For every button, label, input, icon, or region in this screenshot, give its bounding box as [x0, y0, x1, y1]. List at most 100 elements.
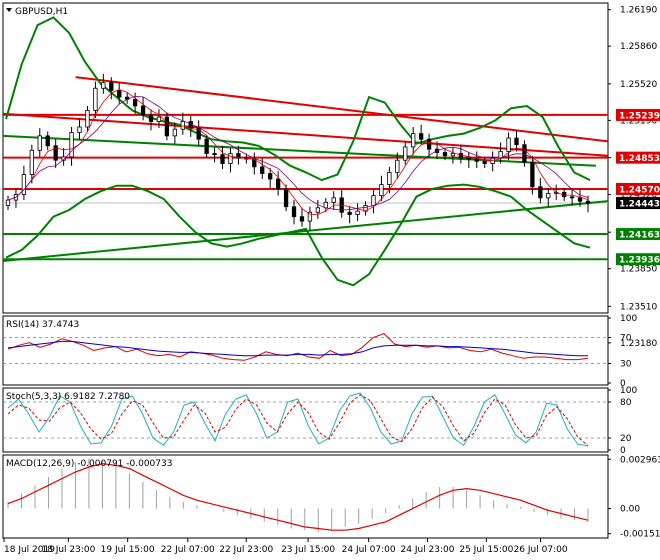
macd-ytick-label-2: -0.00151	[620, 530, 660, 540]
price-ytick-label-8: 1.23510	[620, 302, 657, 312]
x-tick-label-1: 18 Jul 23:00	[41, 545, 95, 555]
candle-body-33	[268, 173, 273, 180]
candle-body-67	[538, 186, 543, 199]
x-tick-label-8: 25 Jul 15:00	[459, 545, 513, 555]
rsi-ytick-label-1: 70	[620, 334, 632, 344]
panel-frame-1	[2, 315, 609, 386]
price-ytick-label-7: 1.23850	[620, 265, 657, 275]
candle-body-19	[156, 116, 162, 122]
price-ytick-label-9: 1.23180	[620, 339, 657, 349]
price-ytick-label-2: 1.25520	[620, 80, 657, 90]
level-tag-bg-0	[616, 108, 660, 121]
price-ytick-label-3: 1.25190	[620, 116, 657, 126]
candle-body-40	[323, 201, 328, 209]
stoch-ytick-label-3: 0	[620, 446, 626, 456]
candle-body-35	[283, 188, 289, 208]
candle-body-57	[458, 153, 464, 159]
macd-ytick-label-0: 0.002963	[620, 455, 660, 465]
x-tick-label-9: 26 Jul 07:00	[514, 545, 568, 555]
level-tag-3: 1.24163	[616, 228, 660, 241]
stoch-ytick-label-1: 80	[620, 398, 632, 408]
level-tag-2: 1.24570	[616, 183, 660, 196]
candle-body-3	[29, 149, 34, 176]
trendline-3	[2, 134, 596, 167]
trendline-0	[75, 76, 609, 143]
candle-body-29	[236, 153, 241, 159]
candle-body-24	[196, 127, 201, 140]
candle-body-58	[466, 157, 471, 160]
current-price-tag-bg	[616, 197, 660, 210]
candle-body-28	[228, 153, 233, 164]
candle-body-41	[331, 197, 336, 203]
candle-body-12	[101, 82, 106, 89]
rsi-ytick-label-2: 30	[620, 360, 632, 370]
candle-body-46	[371, 195, 376, 207]
panel-frame-3	[2, 454, 609, 539]
candle-body-20	[164, 116, 170, 137]
trendline-2	[2, 200, 609, 262]
x-tick-label-2: 19 Jul 15:00	[101, 545, 155, 555]
candle-body-39	[315, 207, 321, 213]
level-tag-bg-1	[616, 151, 660, 164]
candle-body-56	[450, 153, 456, 157]
stoch-ytick-label-2: 20	[620, 434, 632, 444]
candle-body-0	[5, 199, 11, 207]
candle-body-59	[474, 158, 479, 162]
candle-body-71	[569, 196, 575, 199]
candle-body-36	[291, 206, 297, 218]
stoch-series-1	[7, 394, 589, 446]
candle-body-18	[148, 114, 154, 122]
candle-body-11	[93, 87, 98, 111]
level-tag-bg-3	[616, 228, 660, 241]
level-tag-label-1: 1.24853	[619, 154, 660, 164]
candle-body-62	[498, 150, 503, 159]
trendline-1	[2, 112, 609, 157]
candle-body-16	[132, 98, 138, 107]
candle-body-10	[85, 109, 90, 128]
candle-body-22	[180, 121, 185, 130]
candle-body-25	[204, 138, 209, 154]
candle-body-38	[307, 211, 313, 222]
macd-ytick-label-1: 0.00	[620, 505, 640, 515]
level-tag-bg-2	[616, 183, 660, 195]
candle-body-63	[506, 137, 511, 152]
candle-body-43	[347, 211, 352, 215]
rsi-series-0	[7, 333, 589, 361]
candle-body-8	[69, 132, 74, 158]
rsi-series-1	[7, 340, 588, 357]
macd-panel-label: MACD(12,26,9) -0.000791 -0.000733	[6, 459, 172, 469]
moving-average-fast	[7, 89, 589, 215]
candle-body-52	[419, 133, 424, 140]
candle-body-51	[411, 133, 416, 148]
stoch-ytick-label-0: 100	[620, 386, 637, 396]
candle-body-37	[299, 216, 305, 222]
candle-body-55	[442, 152, 448, 157]
panel-frame-2	[2, 387, 609, 453]
rsi-ytick-label-3: 0	[620, 379, 626, 389]
level-tag-1: 1.24853	[616, 151, 660, 164]
candle-body-49	[395, 159, 400, 173]
stoch-panel-label: Stoch(5,3,3) 6.9182 7.2780	[6, 392, 130, 402]
candle-body-27	[220, 154, 225, 164]
candle-body-66	[530, 162, 535, 188]
candle-body-2	[21, 174, 27, 195]
candle-body-44	[355, 210, 360, 215]
candle-body-21	[172, 128, 177, 137]
candle-body-68	[546, 193, 551, 199]
candle-body-32	[260, 166, 265, 174]
candle-body-5	[45, 135, 50, 147]
x-tick-label-7: 24 Jul 23:00	[401, 545, 455, 555]
x-tick-label-0: 18 Jul 2019	[4, 545, 55, 555]
price-panel-title: GBPUSD,H1	[15, 7, 68, 17]
rsi-panel-label: RSI(14) 37.4743	[6, 320, 79, 330]
collapse-triangle-icon	[6, 8, 12, 12]
level-tag-label-4: 1.23936	[619, 256, 660, 266]
level-tag-label-0: 1.25239	[619, 111, 660, 121]
candle-body-14	[117, 90, 122, 98]
candle-body-26	[212, 153, 217, 156]
candle-body-34	[275, 178, 281, 190]
candle-body-64	[514, 137, 519, 146]
candle-body-7	[61, 156, 66, 161]
candle-body-50	[403, 146, 408, 161]
